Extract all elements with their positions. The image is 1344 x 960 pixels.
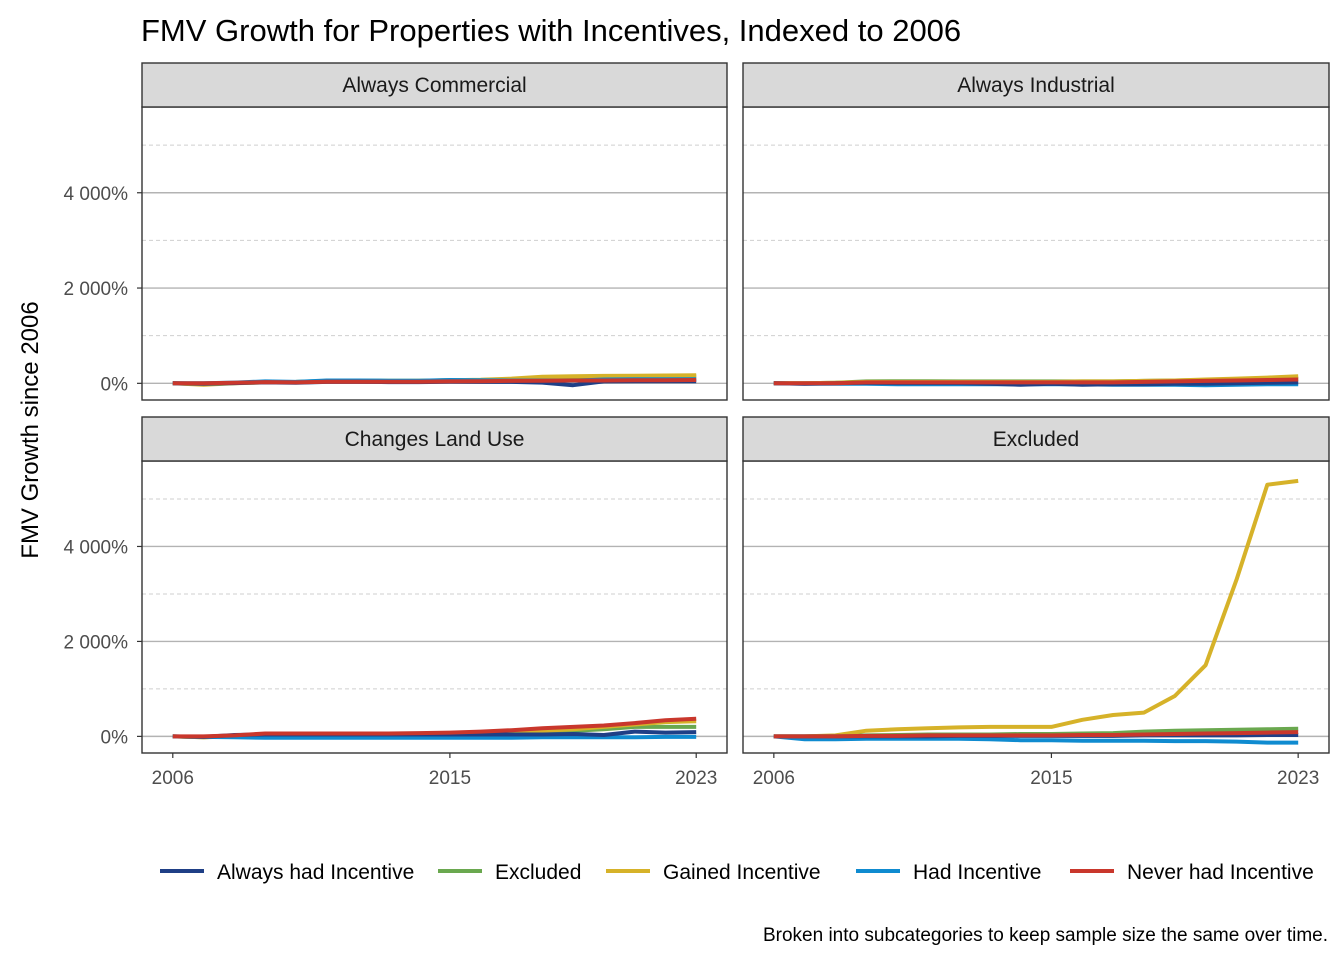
- legend-label: Had Incentive: [913, 861, 1041, 884]
- legend-item: Always had Incentive: [160, 861, 414, 884]
- panel-border: [742, 460, 1330, 754]
- legend-item: Had Incentive: [856, 861, 1041, 884]
- x-tick-label: 2015: [1030, 768, 1072, 789]
- x-tick-label: 2023: [675, 768, 717, 789]
- y-tick-label: 0%: [101, 374, 129, 395]
- panel-border: [141, 106, 728, 401]
- series-line-had-incentive: [172, 734, 697, 740]
- panels: Always Commercial 0% 2 000% 4 000% Always In…: [64, 62, 1330, 789]
- facet-strip-label: Excluded: [993, 428, 1079, 451]
- facet-panel: Changes Land Use 0% 2 000% 4 000% 2006 2015 20…: [64, 416, 728, 789]
- y-tick-label: 4 000%: [64, 537, 129, 558]
- y-tick-label: 4 000%: [64, 184, 129, 205]
- facet-strip: [141, 62, 728, 108]
- series-line-never-had-incentive: [773, 730, 1299, 739]
- facet-strip-label: Always Commercial: [342, 74, 526, 97]
- series-line-never-had-incentive: [773, 377, 1299, 386]
- legend-label: Always had Incentive: [217, 861, 414, 884]
- facet-strip: [141, 416, 728, 462]
- series-line-gained-incentive: [773, 478, 1299, 739]
- y-tick-label: 2 000%: [64, 632, 129, 653]
- chart-caption: Broken into subcategories to keep sample…: [763, 925, 1328, 946]
- x-tick-label: 2006: [753, 768, 795, 789]
- facet-panel: Always Commercial 0% 2 000% 4 000%: [64, 62, 728, 401]
- chart-title: FMV Growth for Properties with Incentive…: [141, 13, 961, 48]
- panel-border: [742, 106, 1330, 401]
- y-tick-label: 0%: [101, 727, 129, 748]
- x-tick-label: 2023: [1277, 768, 1319, 789]
- facet-strip: [742, 62, 1330, 108]
- legend: Always had Incentive Excluded Gained Incen…: [160, 861, 1314, 884]
- facet-panel: Always Industrial: [742, 62, 1330, 401]
- legend-label: Never had Incentive: [1127, 861, 1314, 884]
- facet-strip-label: Changes Land Use: [345, 428, 525, 451]
- facet-panel: Excluded 2006 2015 2023: [742, 416, 1330, 789]
- x-tick-label: 2006: [152, 768, 194, 789]
- legend-label: Gained Incentive: [663, 861, 821, 884]
- facet-strip-label: Always Industrial: [957, 74, 1115, 97]
- x-tick-label: 2015: [429, 768, 471, 789]
- facet-strip: [742, 416, 1330, 462]
- legend-item: Excluded: [438, 861, 581, 884]
- series-line-never-had-incentive: [172, 378, 697, 386]
- y-tick-label: 2 000%: [64, 279, 129, 300]
- legend-label: Excluded: [495, 861, 581, 884]
- series-line-had-incentive: [773, 734, 1299, 745]
- legend-item: Gained Incentive: [606, 861, 821, 884]
- series-line-never-had-incentive: [172, 716, 697, 739]
- legend-item: Never had Incentive: [1070, 861, 1314, 884]
- panel-border: [141, 460, 728, 754]
- y-axis-label: FMV Growth since 2006: [17, 301, 44, 558]
